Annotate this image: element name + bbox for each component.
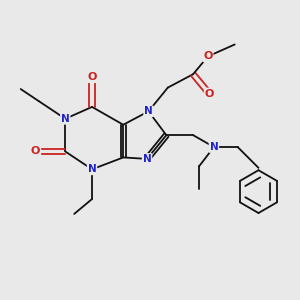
Text: O: O xyxy=(87,72,97,82)
Text: N: N xyxy=(144,106,153,116)
Text: N: N xyxy=(61,114,70,124)
Text: N: N xyxy=(88,164,96,174)
Text: O: O xyxy=(203,51,213,62)
Text: O: O xyxy=(31,146,40,157)
Text: O: O xyxy=(205,88,214,98)
Text: N: N xyxy=(143,154,152,164)
Text: N: N xyxy=(209,142,218,152)
